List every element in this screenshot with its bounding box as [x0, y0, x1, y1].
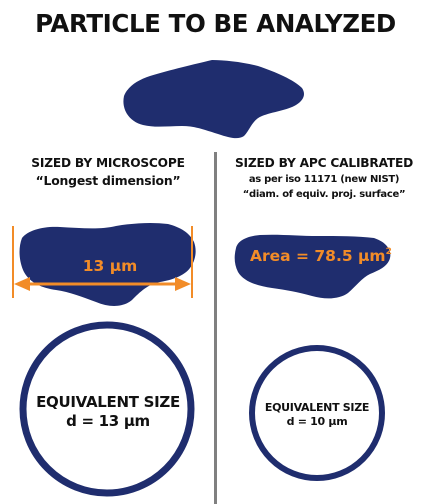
- equivalent-size-left: EQUIVALENT SIZE d = 13 µm: [18, 393, 198, 431]
- equivalent-size-left-value: d = 13 µm: [66, 412, 150, 430]
- equivalent-size-right: EQUIVALENT SIZE d = 10 µm: [238, 401, 396, 429]
- particle-shape-right: [234, 234, 391, 299]
- equivalent-size-right-title: EQUIVALENT SIZE: [264, 401, 370, 414]
- area-label: Area = 78.5 µm2: [250, 247, 400, 265]
- equivalent-circle-right: [249, 345, 385, 481]
- equivalent-size-left-title: EQUIVALENT SIZE: [36, 393, 180, 411]
- arrow-head-left: [14, 277, 30, 291]
- microscope-title: SIZED BY MICROSCOPE: [31, 156, 185, 170]
- section-divider: [214, 152, 217, 504]
- arrow-head-right: [175, 277, 191, 291]
- apc-heading: SIZED BY APC CALIBRATED as per iso 11171…: [217, 154, 431, 202]
- apc-subtitle: “diam. of equiv. proj. surface”: [242, 189, 406, 200]
- microscope-measurement-label: 13 µm: [82, 257, 138, 275]
- area-label-exponent: 2: [385, 247, 392, 257]
- apc-title: SIZED BY APC CALIBRATED: [234, 156, 414, 170]
- apc-standard-note: as per iso 11171 (new NIST): [248, 174, 400, 185]
- microscope-heading: SIZED BY MICROSCOPE “Longest dimension”: [2, 154, 214, 190]
- particle-shape-top: [123, 60, 304, 139]
- area-label-text: Area = 78.5 µm: [250, 247, 386, 265]
- microscope-subtitle: “Longest dimension”: [35, 173, 181, 188]
- page-title: PARTICLE TO BE ANALYZED: [35, 9, 396, 38]
- equivalent-circle-left: [19, 321, 195, 497]
- equivalent-size-right-value: d = 10 µm: [286, 415, 348, 428]
